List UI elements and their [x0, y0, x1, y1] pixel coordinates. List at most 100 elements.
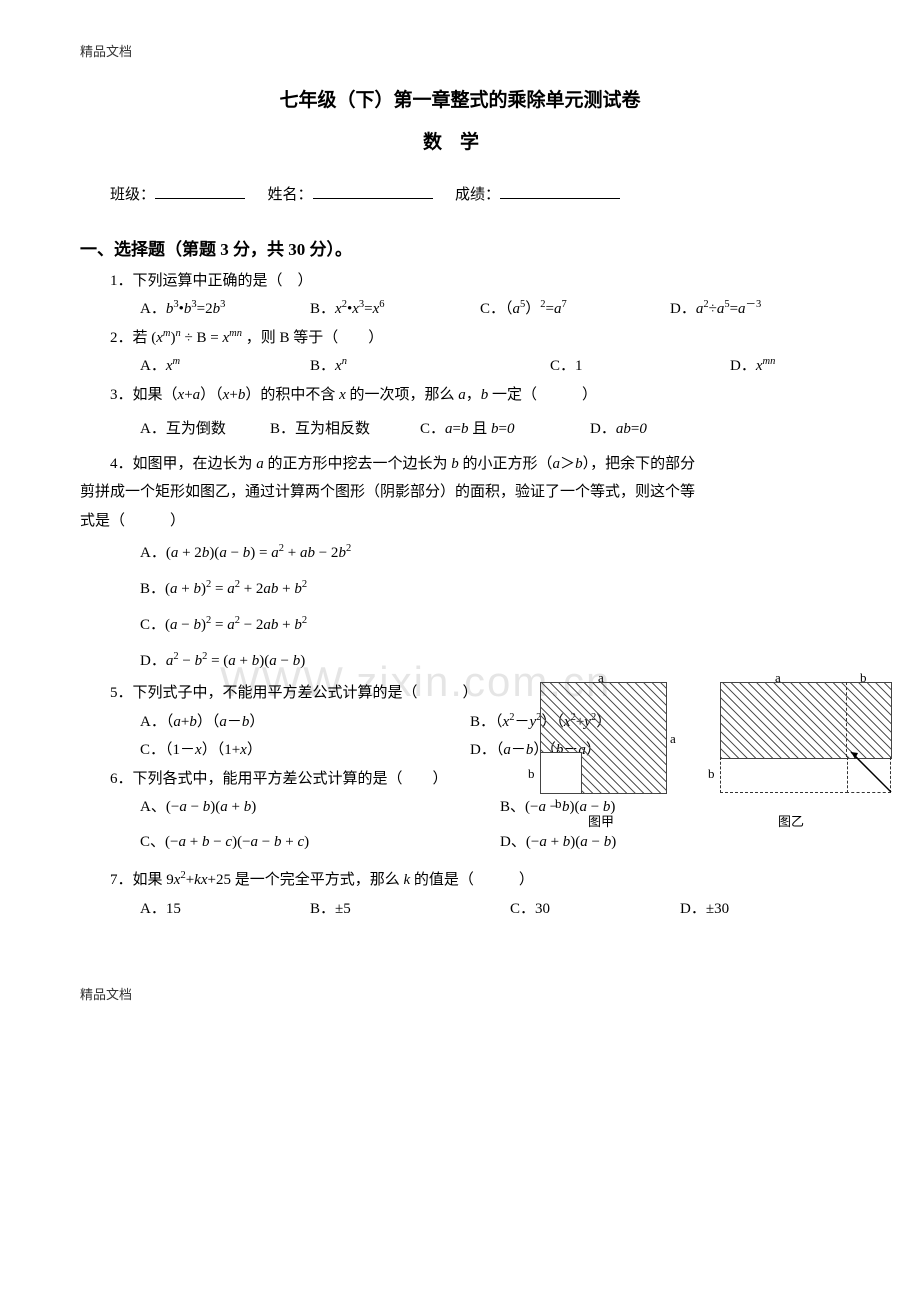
q3-opt-d[interactable]: D．ab=0: [590, 415, 647, 444]
q3-x3: x: [339, 387, 346, 403]
q2-post: ，则 B 等于（ ）: [242, 330, 383, 346]
q5-opt-c[interactable]: C．（1－x）（1+x）: [140, 736, 470, 765]
q1-opt-b[interactable]: B．x2•x3=x6: [310, 295, 480, 324]
q2-d-label: D．: [730, 358, 756, 374]
q3-m1: ）（: [200, 387, 223, 403]
q4-agl: a: [553, 456, 561, 472]
q2-opt-c[interactable]: C．1: [550, 352, 730, 381]
name-blank[interactable]: [313, 183, 433, 199]
fig-yi-outer: [720, 682, 890, 757]
section-1-heading: 一、选择题（第题 3 分，共 30 分）。: [80, 234, 840, 266]
q7-options: A．15 B．±5 C．30 D．±30: [140, 895, 840, 924]
q7-opt-d[interactable]: D．±30: [680, 895, 729, 924]
q7-pre: 7．如果 9: [110, 872, 174, 888]
q3-a2: a: [458, 387, 466, 403]
q5-b-p: B．（: [470, 714, 503, 730]
q1-opt-d[interactable]: D．a2÷a5=a－3: [670, 295, 761, 324]
q3-eq2r: 0: [507, 421, 515, 437]
fig-yi-lbl-a: a: [775, 666, 781, 691]
q4-l1m2: 的小正方形（: [459, 456, 553, 472]
q3-options: A．互为倒数 B．互为相反数 C．a=b 且 b=0 D．ab=0: [140, 415, 840, 444]
q1-opt-a[interactable]: A．b3•b3=2b3: [140, 295, 310, 324]
q3-c-pre: C．: [420, 421, 445, 437]
q6-b-l: B、: [500, 799, 525, 815]
q4-options: A．(a + 2b)(a − b) = a2 + ab − 2b2 B．(a +…: [140, 535, 840, 679]
q4-l1m: 的正方形中挖去一个边长为: [264, 456, 452, 472]
q2-opt-b[interactable]: B．xn: [310, 352, 550, 381]
q6-d-l: D、: [500, 834, 526, 850]
q2-pre: 2．若 (: [110, 330, 156, 346]
q2-mid: ÷ B =: [181, 330, 223, 346]
fig-yi-arrow: [846, 742, 906, 802]
q4-d-pre: D．: [140, 653, 166, 669]
q1-c-close: ）: [525, 301, 540, 317]
q3-opt-b[interactable]: B．互为相反数: [270, 415, 420, 444]
q6-opt-a[interactable]: A、(−a − b)(a + b): [140, 793, 500, 822]
fig-yi-caption: 图乙: [778, 810, 804, 835]
q2-stem: 2．若 (xm)n ÷ B = xmn ，则 B 等于（ ）: [110, 324, 840, 353]
fig-yi-lbl-b-left: b: [708, 762, 715, 787]
q4-figure: a a b b 图甲 a b b 图乙: [540, 672, 920, 832]
q5-c-m: ）（1+: [202, 742, 240, 758]
q3-m3: 的一次项，那么: [346, 387, 459, 403]
q6-a-l: A、: [140, 799, 166, 815]
q4-agr: b: [575, 456, 583, 472]
q4-c-pre: C．: [140, 617, 165, 633]
q3-eq1l: a: [445, 421, 453, 437]
q4-opt-c[interactable]: C．(a − b)2 = a2 − 2ab + b2: [140, 607, 840, 643]
q6-opt-c[interactable]: C、(−a + b − c)(−a − b + c): [140, 828, 500, 857]
q3-c-mid: 且: [468, 421, 491, 437]
q2-b-label: B．: [310, 358, 335, 374]
score-blank[interactable]: [500, 183, 620, 199]
q5-a-e: ）: [249, 714, 264, 730]
fig-jia-lbl-b-left: b: [528, 762, 535, 787]
q3-x1: x: [178, 387, 185, 403]
q4-opt-a[interactable]: A．(a + 2b)(a − b) = a2 + ab − 2b2: [140, 535, 840, 571]
q1-d-label: D．: [670, 301, 696, 317]
q3-post: 一定（ ）: [488, 387, 597, 403]
q2-opt-a[interactable]: A．xm: [140, 352, 310, 381]
fig-jia-lbl-b-bot: b: [555, 792, 562, 817]
q5-a-m: ）（: [197, 714, 220, 730]
fig-yi-dash-left: [720, 757, 848, 793]
fig-jia-cut: [541, 752, 582, 793]
q4-line1: 4．如图甲，在边长为 a 的正方形中挖去一个边长为 b 的小正方形（a＞b），把…: [110, 450, 840, 479]
q4-l1p: 4．如图甲，在边长为: [110, 456, 256, 472]
q7-opt-c[interactable]: C．30: [510, 895, 680, 924]
q4-b: b: [451, 456, 459, 472]
q2-opt-d[interactable]: D．xmn: [730, 352, 775, 381]
q7-mid: +25 是一个完全平方式，那么: [207, 872, 403, 888]
q2-options: A．xm B．xn C．1 D．xmn: [140, 352, 840, 381]
q1-opt-c[interactable]: C．（a5）2=a7: [480, 295, 670, 324]
q7-opt-b[interactable]: B．±5: [310, 895, 510, 924]
header-mark: 精品文档: [80, 40, 840, 65]
info-line: 班级： 姓名： 成绩：: [110, 181, 840, 210]
q4-l1post: ），把余下的部分: [583, 456, 696, 472]
q4-gt: ＞: [560, 456, 575, 472]
fig-jia-caption: 图甲: [588, 810, 614, 835]
q4-a: a: [256, 456, 264, 472]
fig-jia-outer: [540, 682, 667, 794]
q3-opt-c[interactable]: C．a=b 且 b=0: [420, 415, 590, 444]
exam-subject: 数学: [80, 125, 840, 161]
q5-opt-a[interactable]: A．（a+b）（a－b）: [140, 708, 470, 737]
q1-stem: 1．下列运算中正确的是（ ）: [110, 267, 840, 296]
q1-options: A．b3•b3=2b3 B．x2•x3=x6 C．（a5）2=a7 D．a2÷a…: [140, 295, 840, 324]
class-blank[interactable]: [155, 183, 245, 199]
q3-eq3l: ab: [616, 421, 631, 437]
exam-title: 七年级（下）第一章整式的乘除单元测试卷: [80, 83, 840, 119]
q7-stem: 7．如果 9x2+kx+25 是一个完全平方式，那么 k 的值是（ ）: [110, 866, 840, 895]
q2-a-label: A．: [140, 358, 166, 374]
q6-c-l: C、: [140, 834, 165, 850]
q4-line2: 剪拼成一个矩形如图乙，通过计算两个图形（阴影部分）的面积，验证了一个等式，则这个…: [80, 478, 840, 507]
score-label: 成绩：: [455, 187, 500, 203]
q4-line3: 式是（ ）: [80, 507, 840, 536]
q4-b-pre: B．: [140, 581, 165, 597]
fig-jia-lbl-a-right: a: [670, 727, 676, 752]
q3-d-pre: D．: [590, 421, 616, 437]
q4-opt-b[interactable]: B．(a + b)2 = a2 + 2ab + b2: [140, 571, 840, 607]
q3-x2: x: [223, 387, 230, 403]
footer-mark: 精品文档: [80, 983, 840, 1008]
q3-opt-a[interactable]: A．互为倒数: [140, 415, 270, 444]
q7-opt-a[interactable]: A．15: [140, 895, 310, 924]
